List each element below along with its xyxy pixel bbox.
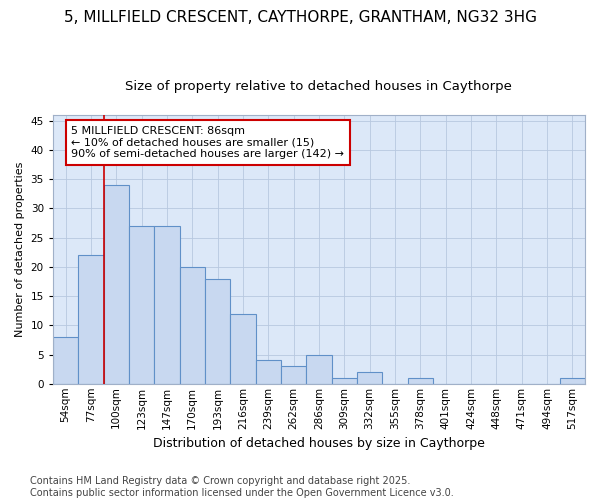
Bar [306, 354, 332, 384]
X-axis label: Distribution of detached houses by size in Caythorpe: Distribution of detached houses by size … [153, 437, 485, 450]
Text: Contains HM Land Registry data © Crown copyright and database right 2025.
Contai: Contains HM Land Registry data © Crown c… [30, 476, 454, 498]
Bar [104, 185, 129, 384]
Bar [154, 226, 179, 384]
Bar [129, 226, 154, 384]
Title: Size of property relative to detached houses in Caythorpe: Size of property relative to detached ho… [125, 80, 512, 93]
Bar [407, 378, 433, 384]
Text: 5, MILLFIELD CRESCENT, CAYTHORPE, GRANTHAM, NG32 3HG: 5, MILLFIELD CRESCENT, CAYTHORPE, GRANTH… [64, 10, 536, 25]
Bar [256, 360, 281, 384]
Bar [230, 314, 256, 384]
Y-axis label: Number of detached properties: Number of detached properties [15, 162, 25, 337]
Text: 5 MILLFIELD CRESCENT: 86sqm
← 10% of detached houses are smaller (15)
90% of sem: 5 MILLFIELD CRESCENT: 86sqm ← 10% of det… [71, 126, 344, 159]
Bar [179, 267, 205, 384]
Bar [205, 278, 230, 384]
Bar [357, 372, 382, 384]
Bar [78, 255, 104, 384]
Bar [281, 366, 306, 384]
Bar [332, 378, 357, 384]
Bar [560, 378, 585, 384]
Bar [53, 337, 78, 384]
